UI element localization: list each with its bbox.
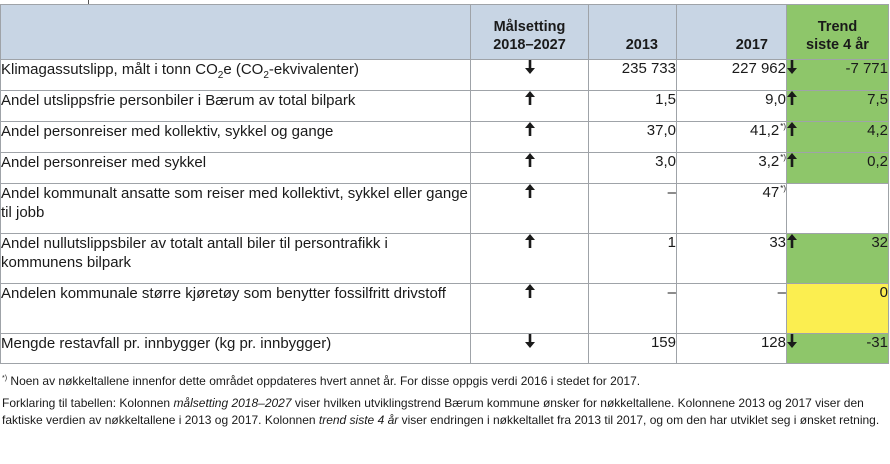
arrow-down-icon: [787, 334, 797, 348]
indicator-label: Andelen kommunale større kjøretøy som be…: [0, 283, 471, 334]
trend-value: 0,2: [867, 153, 888, 170]
value-2013: 1,5: [588, 90, 677, 122]
footnote: *) Noen av nøkkeltallene innenfor dette …: [2, 374, 641, 388]
value-2013: 1: [588, 233, 677, 284]
value-2013: 3,0: [588, 152, 677, 184]
value-2017: –: [676, 283, 787, 334]
arrow-up-icon: [524, 153, 535, 167]
trend-cell: [786, 183, 889, 234]
footnote-marker: *): [780, 153, 786, 162]
value-2013: –: [588, 283, 677, 334]
arrow-down-icon: [524, 334, 535, 348]
arrow-up-icon: [524, 184, 535, 198]
arrow-up-icon: [524, 91, 535, 105]
trend-value: 32: [871, 234, 888, 251]
indicator-label: Andel nullutslippsbiler av totalt antall…: [0, 233, 471, 284]
goal-cell: [470, 90, 589, 122]
value-2017: 3,2*): [676, 152, 787, 184]
trend-value: 4,2: [867, 122, 888, 139]
value-2013: 159: [588, 333, 677, 364]
goal-cell: [470, 59, 589, 91]
arrow-down-icon: [787, 60, 797, 74]
header-indicator: [0, 4, 471, 60]
table-notes: *) Noen av nøkkeltallene innenfor dette …: [2, 370, 886, 429]
value-2013: –: [588, 183, 677, 234]
header-2017: 2017: [676, 4, 787, 60]
goal-cell: [470, 183, 589, 234]
value-2017: 41,2*): [676, 121, 787, 153]
table-explanation: Forklaring til tabellen: Kolonnen målset…: [2, 396, 880, 427]
trend-cell: 0: [786, 283, 889, 334]
table-row: Andel personreiser med sykkel 3,0 3,2*) 0,2: [0, 152, 889, 184]
goal-cell: [470, 152, 589, 184]
goal-cell: [470, 333, 589, 364]
footnote-marker: *): [780, 122, 786, 131]
indicator-label: Klimagassutslipp, målt i tonn CO2e (CO2-…: [0, 59, 471, 91]
goal-cell: [470, 121, 589, 153]
trend-cell: 4,2: [786, 121, 889, 153]
trend-cell: 0,2: [786, 152, 889, 184]
arrow-up-icon: [787, 234, 797, 248]
arrow-up-icon: [787, 153, 797, 167]
table-row: Mengde restavfall pr. innbygger (kg pr. …: [0, 333, 889, 364]
arrow-up-icon: [524, 234, 535, 248]
arrow-up-icon: [787, 91, 797, 105]
trend-value: 0: [879, 284, 888, 301]
indicator-label: Andel utslippsfrie personbiler i Bærum a…: [0, 90, 471, 122]
indicator-table: Målsetting 2018–2027 2013 2017 Trend siste…: [0, 4, 889, 364]
arrow-up-icon: [787, 122, 797, 136]
indicator-label: Andel personreiser med kollektiv, sykkel…: [0, 121, 471, 153]
header-goal: Målsetting 2018–2027: [470, 4, 589, 60]
table-row: Andelen kommunale større kjøretøy som be…: [0, 283, 889, 334]
value-2017: 9,0: [676, 90, 787, 122]
value-2017: 227 962: [676, 59, 787, 91]
arrow-up-icon: [524, 284, 535, 298]
indicator-label: Mengde restavfall pr. innbygger (kg pr. …: [0, 333, 471, 364]
header-trend: Trend siste 4 år: [786, 4, 889, 60]
table-row: Andel personreiser med kollektiv, sykkel…: [0, 121, 889, 153]
value-2013: 37,0: [588, 121, 677, 153]
goal-cell: [470, 283, 589, 334]
value-2013: 235 733: [588, 59, 677, 91]
goal-cell: [470, 233, 589, 284]
value-2017: 47*): [676, 183, 787, 234]
value-2017: 128: [676, 333, 787, 364]
footnote-marker: *): [780, 184, 786, 193]
trend-cell: 32: [786, 233, 889, 284]
table-row: Andel kommunalt ansatte som reiser med k…: [0, 183, 889, 234]
indicator-label: Andel kommunalt ansatte som reiser med k…: [0, 183, 471, 234]
value-2017: 33: [676, 233, 787, 284]
table-row: Klimagassutslipp, målt i tonn CO2e (CO2-…: [0, 59, 889, 91]
header-2013: 2013: [588, 4, 677, 60]
table-header-row: Målsetting 2018–2027 2013 2017 Trend siste…: [0, 4, 889, 60]
trend-value: -7 771: [845, 60, 888, 77]
arrow-up-icon: [524, 122, 535, 136]
indicator-label: Andel personreiser med sykkel: [0, 152, 471, 184]
page-corner-mark: [88, 0, 89, 5]
trend-value: 7,5: [867, 91, 888, 108]
trend-cell: 7,5: [786, 90, 889, 122]
trend-cell: -7 771: [786, 59, 889, 91]
table-row: Andel utslippsfrie personbiler i Bærum a…: [0, 90, 889, 122]
trend-value: -31: [866, 334, 888, 351]
table-row: Andel nullutslippsbiler av totalt antall…: [0, 233, 889, 284]
trend-cell: -31: [786, 333, 889, 364]
arrow-down-icon: [524, 60, 535, 74]
